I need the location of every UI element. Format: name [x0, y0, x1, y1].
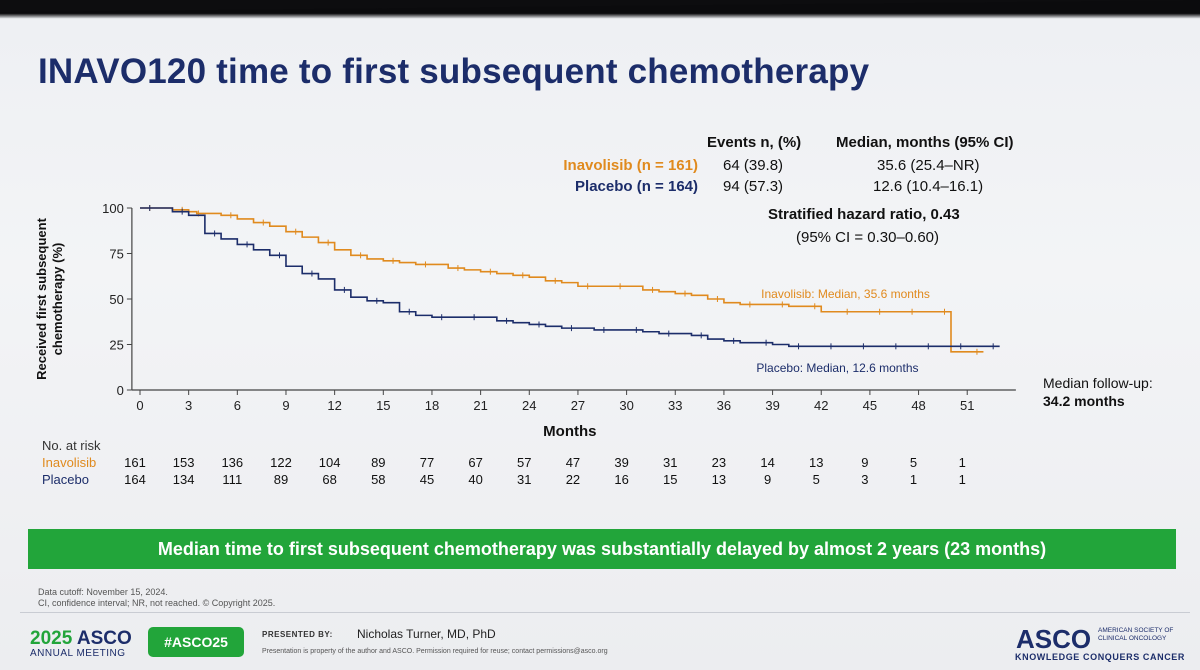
median-annotation-placebo: Placebo: Median, 12.6 months	[756, 361, 918, 375]
property-note: Presentation is property of the author a…	[262, 648, 608, 655]
x-tick-label: 51	[960, 398, 974, 413]
hazard-ratio-ci: (95% CI = 0.30–0.60)	[796, 229, 940, 246]
asco-meeting-word: ASCO	[76, 628, 132, 649]
slide-title: INAVO120 time to first subsequent chemot…	[38, 52, 870, 91]
at-risk-placebo-value: 13	[711, 472, 727, 487]
asco-meeting-year: 2025	[30, 628, 73, 649]
y-tick-label: 50	[109, 292, 123, 307]
at-risk-inavolisib-value: 23	[711, 455, 727, 470]
at-risk-placebo-value: 15	[663, 472, 678, 487]
at-risk-inavolisib-value: 5	[909, 455, 918, 470]
annual-meeting-label: ANNUAL MEETING	[30, 648, 126, 659]
society-name: AMERICAN SOCIETY OF CLINICAL ONCOLOGY	[1098, 627, 1174, 642]
at-risk-placebo-value: 9	[763, 472, 772, 487]
y-tick-label: 100	[102, 201, 124, 216]
inavolisib-events: 64 (39.8)	[723, 157, 784, 174]
x-tick-label: 3	[185, 398, 192, 413]
x-tick-label: 18	[425, 398, 439, 413]
presenter-name: Nicholas Turner, MD, PhD	[357, 627, 496, 641]
at-risk-placebo-value: 1	[909, 472, 918, 487]
footer-divider	[20, 612, 1190, 613]
at-risk-inavolisib-value: 77	[419, 455, 435, 470]
at-risk-inavolisib-value: 89	[371, 455, 386, 470]
at-risk-inavolisib-value: 47	[565, 455, 581, 470]
placebo-row-label: Placebo (n = 164)	[575, 178, 698, 195]
asco-logo: ASCO	[1016, 624, 1092, 654]
at-risk-placebo-value: 111	[222, 472, 243, 487]
y-tick-label: 75	[109, 247, 123, 262]
inavolisib-row-label: Inavolisib (n = 161)	[563, 157, 698, 174]
at-risk-title: No. at risk	[42, 438, 101, 453]
at-risk-placebo-value: 5	[812, 472, 820, 487]
at-risk-inavolisib-value: 67	[468, 455, 483, 470]
y-tick-label: 0	[117, 383, 124, 398]
km-curve-inavolisib	[140, 207, 984, 353]
at-risk-inavolisib-value: 57	[517, 455, 532, 470]
at-risk-placebo-value: 58	[371, 472, 386, 487]
at-risk-inavolisib-value: 104	[318, 455, 341, 470]
y-axis-title: Received first subsequentchemotherapy (%…	[34, 217, 65, 379]
at-risk-placebo-value: 3	[861, 472, 869, 487]
at-risk-inavolisib-value: 9	[861, 455, 869, 470]
at-risk-inavolisib-value: 122	[270, 455, 292, 470]
y-tick-label: 25	[109, 338, 123, 353]
at-risk-inavolisib-value: 14	[760, 455, 775, 470]
x-tick-label: 9	[282, 398, 289, 413]
at-risk-inavolisib-value: 31	[663, 455, 678, 470]
x-tick-label: 33	[668, 398, 682, 413]
median-header: Median, months (95% CI)	[836, 134, 1014, 151]
x-tick-label: 6	[234, 398, 241, 413]
x-tick-label: 48	[911, 398, 925, 413]
presented-by-label: PRESENTED BY:	[262, 630, 333, 639]
at-risk-placebo-value: 31	[517, 472, 532, 487]
followup-label: Median follow-up:	[1043, 375, 1153, 391]
x-tick-label: 15	[376, 398, 390, 413]
at-risk-placebo-value: 45	[419, 472, 435, 487]
asco-meeting-logo: 2025 ASCO	[30, 628, 132, 650]
at-risk-placebo-label: Placebo	[42, 472, 89, 487]
at-risk-placebo-value: 1	[958, 472, 966, 487]
conclusion-banner: Median time to first subsequent chemothe…	[28, 529, 1176, 569]
at-risk-placebo-value: 89	[273, 472, 289, 487]
x-tick-label: 21	[473, 398, 487, 413]
at-risk-placebo-value: 16	[614, 472, 629, 487]
x-axis-title: Months	[543, 423, 596, 440]
events-header: Events n, (%)	[707, 134, 802, 151]
hashtag-badge: #ASCO25	[148, 627, 244, 657]
at-risk-placebo-value: 22	[565, 472, 581, 487]
x-tick-label: 12	[327, 398, 341, 413]
placebo-events: 94 (57.3)	[723, 178, 784, 195]
km-curve-placebo	[140, 207, 1000, 348]
inavolisib-median: 35.6 (25.4–NR)	[877, 157, 980, 174]
at-risk-placebo-value: 164	[124, 472, 146, 487]
hazard-ratio-title: Stratified hazard ratio, 0.43	[768, 206, 960, 223]
at-risk-inavolisib-value: 1	[958, 455, 966, 470]
at-risk-inavolisib-value: 13	[809, 455, 824, 470]
at-risk-inavolisib-value: 39	[614, 455, 629, 470]
at-risk-inavolisib-value: 153	[172, 455, 195, 470]
x-tick-label: 42	[814, 398, 828, 413]
x-tick-label: 45	[863, 398, 877, 413]
at-risk-placebo-value: 40	[468, 472, 483, 487]
at-risk-placebo-value: 68	[322, 472, 337, 487]
x-tick-label: 24	[522, 398, 536, 413]
x-tick-label: 0	[136, 398, 143, 413]
at-risk-inavolisib-label: Inavolisib	[42, 455, 97, 470]
at-risk-inavolisib-value: 161	[124, 455, 146, 470]
median-annotation-inavolisib: Inavolisib: Median, 35.6 months	[761, 287, 930, 301]
footnote-abbreviations: CI, confidence interval; NR, not reached…	[38, 598, 276, 608]
at-risk-placebo-value: 134	[172, 472, 195, 487]
x-tick-label: 39	[765, 398, 779, 413]
asco-tagline: KNOWLEDGE CONQUERS CANCER	[1015, 652, 1186, 662]
followup-value: 34.2 months	[1043, 393, 1125, 409]
at-risk-inavolisib-value: 136	[221, 455, 244, 470]
x-tick-label: 36	[717, 398, 731, 413]
footnote-cutoff: Data cutoff: November 15, 2024.	[38, 587, 168, 597]
x-tick-label: 27	[571, 398, 585, 413]
x-tick-label: 30	[619, 398, 633, 413]
placebo-median: 12.6 (10.4–16.1)	[873, 178, 984, 195]
